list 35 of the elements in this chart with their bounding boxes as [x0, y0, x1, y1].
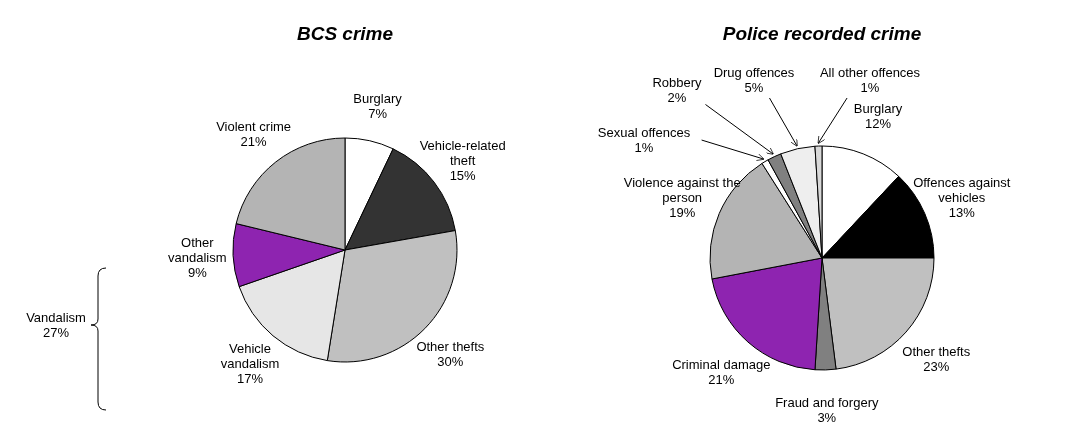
- data-label: 21%: [240, 133, 268, 149]
- text: Vandalism 27%: [26, 309, 86, 340]
- data-label: 12%: [865, 116, 892, 132]
- data-label: 3%: [817, 410, 837, 426]
- slice-label: Burglary: [353, 90, 403, 106]
- data-label: 17%: [236, 370, 264, 386]
- slice-label: Burglary: [853, 101, 903, 117]
- slice-label: Sexual offences: [597, 125, 691, 141]
- data-label: 2%: [667, 90, 687, 106]
- slice-label: Criminal damage: [672, 357, 771, 373]
- data-label: 15%: [449, 168, 477, 184]
- slice-label: Other thefts: [902, 343, 971, 359]
- data-label: 23%: [923, 358, 950, 374]
- slice-label: Robbery: [652, 75, 703, 91]
- slice-label: Vehicle-related theft: [419, 138, 506, 169]
- slice-label: Other thefts: [416, 338, 485, 354]
- slice-label: Violence against the person: [623, 175, 741, 206]
- data-label: 30%: [437, 353, 464, 369]
- data-label: 21%: [708, 372, 735, 388]
- slice-label: Vehicle vandalism: [220, 340, 280, 371]
- chart-title: BCS crime: [296, 23, 394, 44]
- data-label: 9%: [187, 264, 208, 280]
- slice-label: Violent crime: [216, 118, 292, 134]
- slice-label: All other offences: [819, 65, 921, 81]
- data-label: 1%: [634, 140, 654, 156]
- slice-label: Offences against vehicles: [913, 175, 1011, 206]
- chart-title: Police recorded crime: [722, 23, 922, 44]
- slice-label: Drug offences: [713, 65, 795, 81]
- data-label: 19%: [669, 205, 696, 221]
- slice-label: Other vandalism: [168, 234, 227, 265]
- slice-label: Fraud and forgery: [775, 395, 879, 411]
- data-label: 5%: [744, 80, 764, 96]
- data-label: 7%: [368, 105, 388, 121]
- data-label: 13%: [948, 205, 976, 221]
- data-label: 1%: [860, 80, 880, 96]
